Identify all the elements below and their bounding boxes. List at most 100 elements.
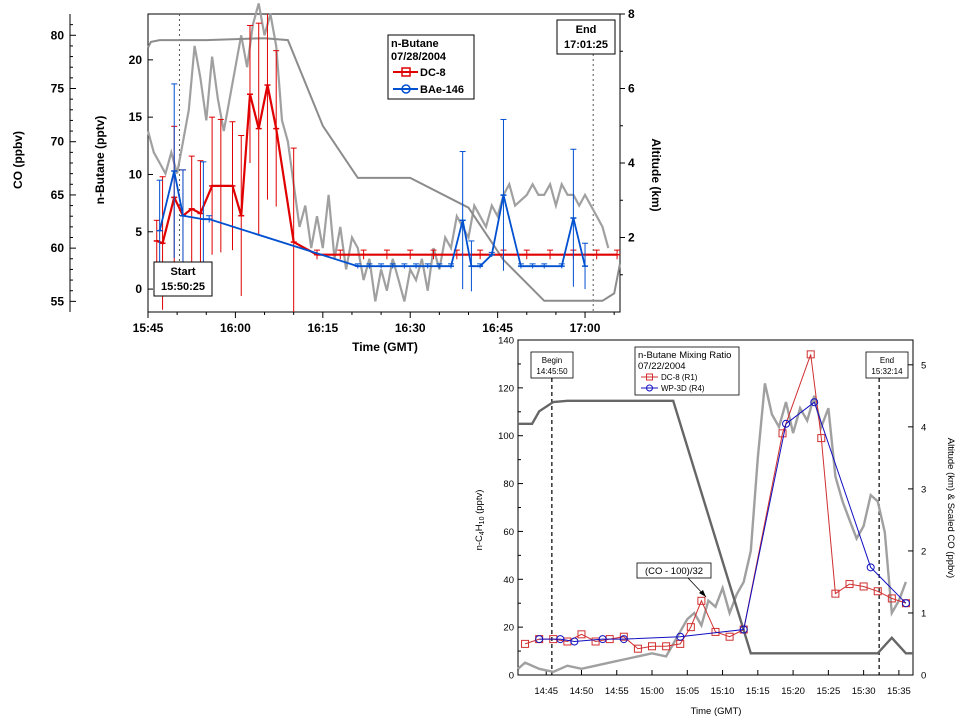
chart2-y2-tick-label: 5 — [921, 360, 926, 371]
chart2-end-time: 15:32:14 — [871, 367, 903, 376]
chart2-begin-time: 14:45:50 — [536, 367, 568, 376]
chart2-dc8-line — [524, 354, 907, 650]
chart2-dc8-point — [887, 594, 896, 603]
chart2-dc8-point — [591, 637, 600, 646]
chart1-x-tick-label: 16:00 — [220, 321, 251, 335]
chart2-x-tick-label: 15:00 — [640, 686, 664, 697]
chart1-alt-tick-label: 8 — [628, 7, 635, 21]
chart2-altitude-line — [518, 399, 913, 655]
chart1-start-label: Start — [170, 266, 195, 278]
chart1-butane-tick-label: 10 — [129, 167, 143, 181]
chart1-start-box: Start 15:50:25 — [153, 261, 213, 297]
chart1-x-tick-label: 16:30 — [395, 321, 426, 335]
chart1-butane-tick-label: 5 — [135, 225, 142, 239]
chart2-dc8-point — [806, 350, 815, 359]
chart2-dc8-point — [845, 580, 854, 589]
chart2-x-tick-label: 14:50 — [570, 686, 594, 697]
chart1-co-tick-label: 65 — [51, 188, 65, 202]
chart1-co-tick-label: 75 — [51, 82, 65, 96]
chart2-wp3d-line — [539, 401, 907, 643]
chart1-co-line — [146, 3, 610, 302]
chart1-x-tick-label: 15:45 — [133, 321, 164, 335]
chart2-wp3d-point — [810, 398, 819, 407]
chart2-wp3d-point — [598, 635, 607, 644]
chart1-butane-tick-label: 15 — [129, 110, 143, 124]
chart2-wp3d-point — [556, 635, 565, 644]
chart2-dc8-point — [648, 642, 657, 651]
chart2-y-tick-label: 100 — [498, 431, 514, 442]
chart1-end-label: End — [576, 24, 597, 36]
chart2-legend: n-Butane Mixing Ratio 07/22/2004 DC-8 (R… — [634, 346, 740, 396]
chart1-co-tick-label: 70 — [51, 135, 65, 149]
chart2-dc8-point — [873, 587, 882, 596]
chart2-x-tick-label: 15:20 — [781, 686, 805, 697]
chart2-legend-wp3d: WP-3D (R4) — [661, 384, 705, 393]
chart2-y2-tick-label: 2 — [921, 546, 926, 557]
chart2-wp3d-point — [901, 599, 910, 608]
chart1-legend-bae: BAe-146 — [420, 84, 464, 96]
chart1-x-tick-label: 16:15 — [307, 321, 338, 335]
chart2-x-tick-label: 15:35 — [887, 686, 911, 697]
chart1-butane-tick-label: 0 — [135, 282, 142, 296]
chart2-y-tick-label: 60 — [503, 527, 514, 538]
chart1-ylabel-alt: Altitude (km) — [649, 138, 663, 211]
chart1-plot-frame — [147, 13, 621, 313]
chart2-x-tick-label: 15:05 — [675, 686, 699, 697]
chart2-dc8-point — [817, 434, 826, 443]
chart2-wp3d-point — [866, 563, 875, 572]
chart1-legend-title: n-Butane — [391, 38, 439, 50]
chart2-end-box: End 15:32:14 — [865, 351, 909, 379]
chart1-start-time: 15:50:25 — [161, 281, 205, 293]
chart2-x-tick-label: 14:55 — [605, 686, 629, 697]
chart2-y-tick-label: 0 — [509, 671, 514, 682]
chart2-dc8-point — [633, 644, 642, 653]
chart2-wp3d-point — [619, 635, 628, 644]
chart2-dc8-point — [697, 596, 706, 605]
chart1-butane-tick-label: 20 — [129, 53, 143, 67]
chart2-x-tick-label: 15:10 — [711, 686, 735, 697]
chart2-wp3d-point — [739, 625, 748, 634]
chart2-dc8-point — [577, 630, 586, 639]
chart2-wp3d-point — [535, 635, 544, 644]
chart1-co-tick-label: 80 — [51, 28, 65, 42]
chart2-dc8-point — [521, 639, 530, 648]
chart1-ylabel-butane: n-Butane (pptv) — [93, 116, 107, 205]
chart2-y2-tick-label: 1 — [921, 608, 926, 619]
chart1-legend-dc8: DC-8 — [420, 67, 446, 79]
chart2-x-tick-label: 15:30 — [852, 686, 876, 697]
chart2-xlabel: Time (GMT) — [691, 706, 742, 717]
chart2-co-annotation-label: (CO - 100)/32 — [645, 566, 703, 577]
chart2-dc8-point — [831, 589, 840, 598]
chart1-dc8-line — [156, 84, 618, 256]
chart1-end-box: End 17:01:25 — [556, 19, 616, 55]
chart1-co-tick-label: 60 — [51, 241, 65, 255]
chart2-ylabel: n-C4H10 (pptv) — [474, 490, 486, 551]
chart2-legend-title: n-Butane Mixing Ratio — [638, 350, 731, 361]
chart2-dc8-point — [686, 623, 695, 632]
chart2-ylabel-right: Altitude (km) & Scaled CO (ppbv) — [945, 438, 956, 578]
chart2-y-tick-label: 40 — [503, 575, 514, 586]
chart2-begin-box: Begin 14:45:50 — [530, 351, 574, 379]
chart2-wp3d-point — [782, 419, 791, 428]
chart1-ylabel-co: CO (ppbv) — [11, 131, 25, 189]
chart1-alt-tick-label: 4 — [628, 156, 635, 170]
chart2-y2-tick-label: 3 — [921, 484, 926, 495]
chart2-dc8-point — [859, 582, 868, 591]
chart2-wp3d-point — [676, 632, 685, 641]
chart2-legend-dc8: DC-8 (R1) — [661, 373, 698, 382]
chart2-y-tick-label: 120 — [498, 383, 514, 394]
chart2-end-label: End — [880, 356, 894, 365]
chart2-dc8-point — [725, 632, 734, 641]
chart1-altitude-line — [147, 37, 621, 302]
chart1-co-tick-label: 55 — [51, 294, 65, 308]
chart1-legend-date: 07/28/2004 — [391, 51, 447, 63]
chart2-y-tick-label: 20 — [503, 623, 514, 634]
chart1-alt-tick-label: 6 — [628, 82, 635, 96]
chart1-legend: n-Butane 07/28/2004 DC-8 BAe-146 — [387, 34, 475, 100]
chart2-y2-tick-label: 4 — [921, 422, 926, 433]
chart2-wp3d-point — [570, 637, 579, 646]
chart1-end-time: 17:01:25 — [564, 39, 608, 51]
chart1-x-tick-label: 17:00 — [570, 321, 601, 335]
